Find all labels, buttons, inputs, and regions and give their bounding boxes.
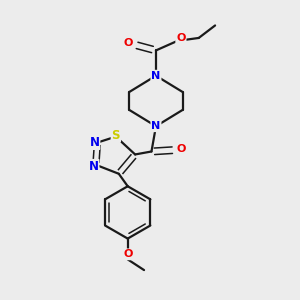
- Text: N: N: [151, 71, 160, 81]
- Text: O: O: [176, 33, 186, 43]
- Text: O: O: [123, 249, 132, 259]
- Text: O: O: [176, 143, 186, 154]
- Text: S: S: [112, 129, 120, 142]
- Text: N: N: [89, 136, 99, 149]
- Text: N: N: [88, 160, 98, 173]
- Text: N: N: [151, 121, 160, 131]
- Text: O: O: [124, 38, 133, 48]
